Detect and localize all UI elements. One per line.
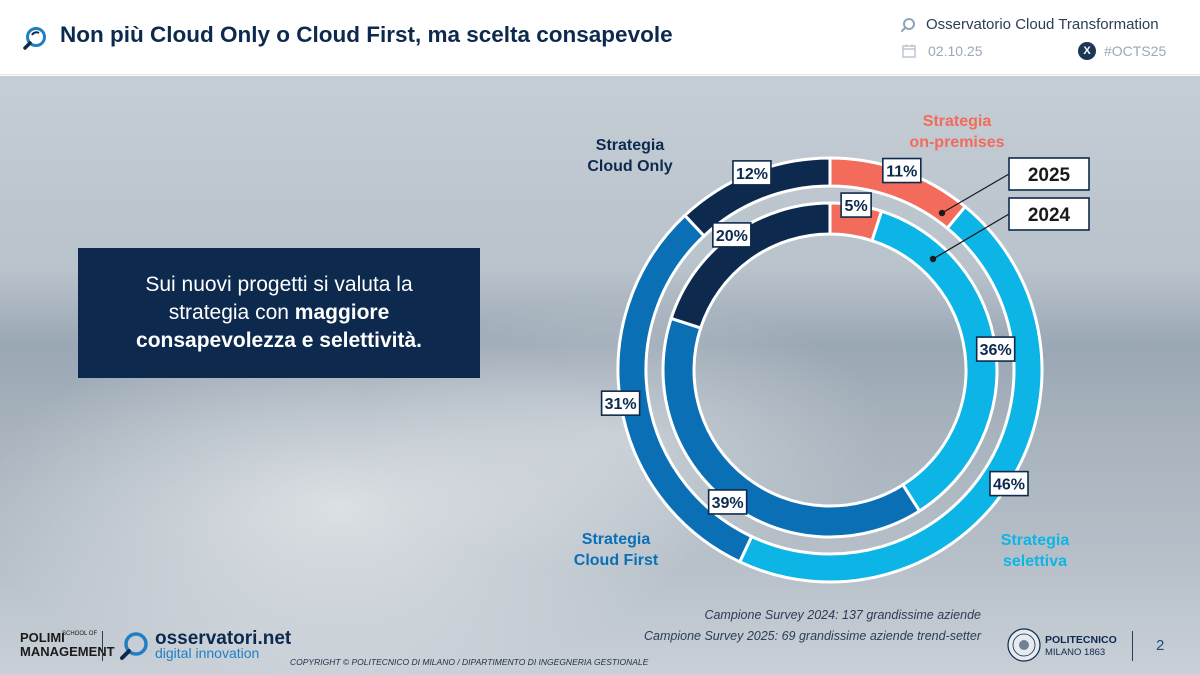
event-date: 02.10.25: [928, 43, 983, 59]
ring-callout-line-2025: [941, 173, 1010, 214]
label-2024-strategia-cloud-first-box: [707, 489, 748, 515]
label-2025-strategia-cloud-first-box: [600, 390, 641, 416]
copyright-notice: COPYRIGHT © POLITECNICO DI MILANO / DIPA…: [290, 657, 649, 667]
label-2025-strategia-on-premises: 11%: [886, 164, 917, 181]
label-2025-strategia-on-premises-box: [882, 157, 922, 184]
page-number: 2: [1156, 637, 1165, 654]
footer-divider: [102, 631, 103, 661]
key-message-line2-prefix: strategia con: [168, 301, 295, 324]
category-label-strategia-cloud-only: Strategia Cloud Only: [587, 137, 672, 175]
event-meta: 02.10.25 X #OCTS25: [902, 42, 1166, 60]
label-2025-strategia-cloud-only-box: [732, 160, 772, 186]
header-bar: Non più Cloud Only o Cloud First, ma sce…: [0, 0, 1200, 75]
magnifier-logo-icon: [23, 27, 46, 50]
key-message-line3-bold: consapevolezza e selettività.: [136, 329, 422, 352]
x-social-icon[interactable]: X: [1078, 42, 1096, 60]
ring-callout-line-2024: [932, 213, 1010, 260]
politecnico-seal-icon: [1007, 628, 1041, 662]
label-2025-strategia-selettiva: 46%: [993, 477, 1025, 494]
label-2024-strategia-on-premises: 5%: [845, 198, 868, 215]
label-2025-strategia-selettiva-box: [989, 470, 1029, 497]
label-2024-strategia-on-premises-box: [840, 192, 872, 218]
label-2024-strategia-cloud-only: 20%: [716, 228, 748, 245]
page-title: Non più Cloud Only o Cloud First, ma sce…: [60, 22, 673, 47]
polimi-logo: POLIMI MANAGEMENT: [20, 631, 115, 659]
polimi-logo-line1: POLIMI: [20, 630, 65, 645]
footer-divider-right: [1132, 631, 1133, 661]
sample-note-2024: Campione Survey 2024: 137 grandissime az…: [704, 608, 981, 622]
ring-legend-2025: 2025: [1028, 165, 1071, 186]
ring-legend-box-2024: [1008, 197, 1090, 231]
slice-2025-strategia-cloud-only: [682, 156, 832, 238]
key-message-line2: strategia con maggiore: [78, 299, 480, 327]
sample-note-2025: Campione Survey 2025: 69 grandissime azi…: [644, 629, 981, 643]
osservatori-logo-name: osservatori.net: [155, 628, 292, 649]
polimi-logo-line2: MANAGEMENT: [20, 644, 115, 659]
ring-legend-box-2025: [1008, 157, 1090, 191]
ring-callout-dot-2025: [938, 209, 946, 217]
osservatori-logo-sub: digital innovation: [155, 645, 260, 661]
label-2025-strategia-cloud-only: 12%: [736, 166, 768, 183]
slice-2024-strategia-cloud-only: [669, 201, 832, 330]
magnifier-small-icon: [901, 17, 915, 32]
label-2024-strategia-selettiva-box: [975, 336, 1016, 362]
observatory-label: Osservatorio Cloud Transformation: [900, 16, 1159, 33]
category-label-strategia-on-premises: Strategia on-premises: [909, 113, 1004, 151]
category-label-strategia-selettiva: Strategia selettiva: [1001, 532, 1070, 570]
politecnico-sub: MILANO 1863: [1045, 647, 1106, 658]
key-message-line1: Sui nuovi progetti si valuta la: [145, 273, 413, 296]
polimi-logo-sub: SCHOOL OF: [62, 631, 98, 637]
ring-legend-2024: 2024: [1028, 205, 1071, 226]
event-hashtag[interactable]: #OCTS25: [1104, 43, 1167, 59]
ring-callout-dot-2024: [929, 255, 937, 263]
key-message-line2-bold: maggiore: [294, 301, 390, 324]
osservatori-logo-icon: [120, 632, 148, 660]
calendar-icon: [902, 44, 916, 58]
label-2024-strategia-cloud-first: 39%: [712, 495, 744, 512]
key-message-line3: consapevolezza e selettività.: [78, 327, 480, 355]
label-2024-strategia-selettiva: 36%: [980, 342, 1012, 359]
category-label-strategia-cloud-first: Strategia Cloud First: [574, 531, 659, 569]
label-2024-strategia-cloud-only-box: [712, 222, 752, 248]
observatory-name: Osservatorio Cloud Transformation: [926, 16, 1159, 33]
label-2025-strategia-cloud-first: 31%: [605, 396, 637, 413]
politecnico-name: POLITECNICO: [1045, 634, 1117, 646]
key-message-box: Sui nuovi progetti si valuta la strategi…: [78, 248, 480, 378]
